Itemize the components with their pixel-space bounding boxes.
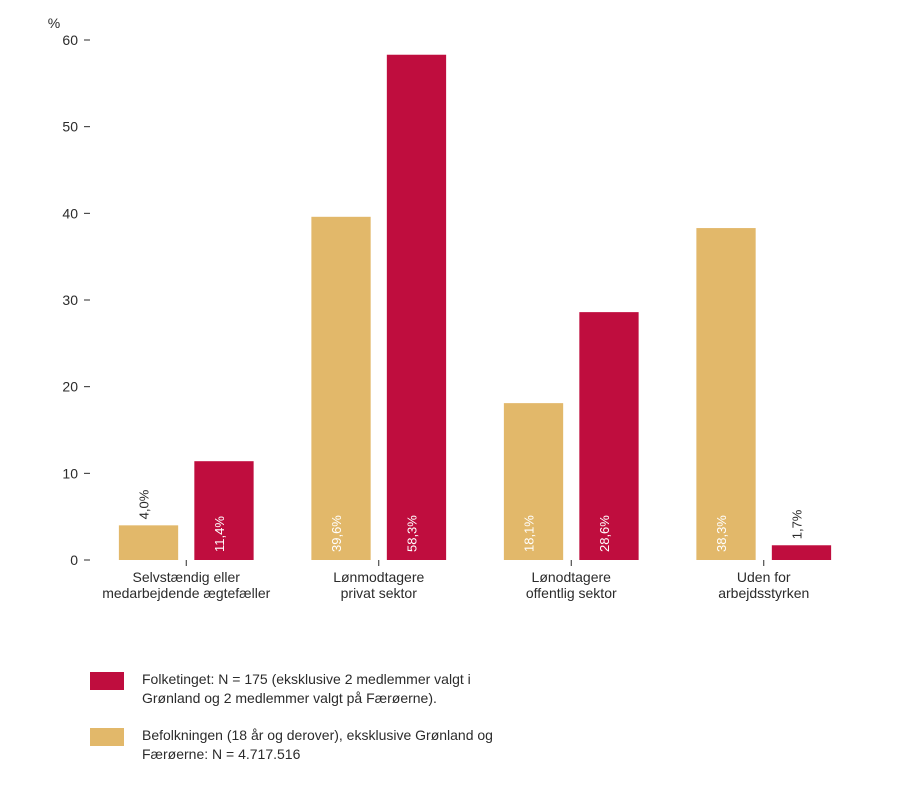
svg-text:10: 10: [62, 465, 78, 481]
svg-text:60: 60: [62, 32, 78, 48]
svg-text:arbejdsstyrken: arbejdsstyrken: [718, 585, 809, 601]
svg-text:1,7%: 1,7%: [789, 509, 804, 539]
svg-text:medarbejdende ægtefæller: medarbejdende ægtefæller: [102, 585, 270, 601]
svg-text:0: 0: [70, 552, 78, 568]
legend-swatch: [90, 672, 124, 690]
svg-text:privat sektor: privat sektor: [341, 585, 418, 601]
svg-text:40: 40: [62, 205, 78, 221]
svg-text:39,6%: 39,6%: [329, 515, 344, 552]
svg-text:58,3%: 58,3%: [404, 515, 419, 552]
bar-chart: 0 10 20 30 40 50 60% 4,0% 11,4% Selvstændig eller…: [0, 0, 900, 800]
svg-text:11,4%: 11,4%: [212, 516, 227, 552]
svg-text:offentlig sektor: offentlig sektor: [526, 585, 617, 601]
svg-text:30: 30: [62, 292, 78, 308]
svg-text:38,3%: 38,3%: [714, 515, 729, 552]
svg-text:28,6%: 28,6%: [597, 515, 612, 552]
svg-text:Selvstændig eller: Selvstændig eller: [133, 569, 241, 585]
svg-text:20: 20: [62, 379, 78, 395]
legend-item: Folketinget: N = 175 (eksklusive 2 medle…: [90, 670, 690, 708]
svg-text:4,0%: 4,0%: [137, 489, 152, 519]
svg-text:50: 50: [62, 119, 78, 135]
svg-text:Uden for: Uden for: [737, 569, 791, 585]
legend-swatch: [90, 728, 124, 746]
legend-text: Befolkningen (18 år og derover), eksklus…: [142, 726, 522, 764]
svg-text:18,1%: 18,1%: [522, 515, 537, 552]
svg-text:Lønodtagere: Lønodtagere: [532, 569, 612, 585]
legend-text: Folketinget: N = 175 (eksklusive 2 medle…: [142, 670, 522, 708]
chart-svg: 0 10 20 30 40 50 60% 4,0% 11,4% Selvstændig eller…: [0, 0, 900, 640]
legend: Folketinget: N = 175 (eksklusive 2 medle…: [90, 670, 690, 782]
svg-text:%: %: [48, 15, 60, 31]
legend-item: Befolkningen (18 år og derover), eksklus…: [90, 726, 690, 764]
svg-text:Lønmodtagere: Lønmodtagere: [333, 569, 424, 585]
